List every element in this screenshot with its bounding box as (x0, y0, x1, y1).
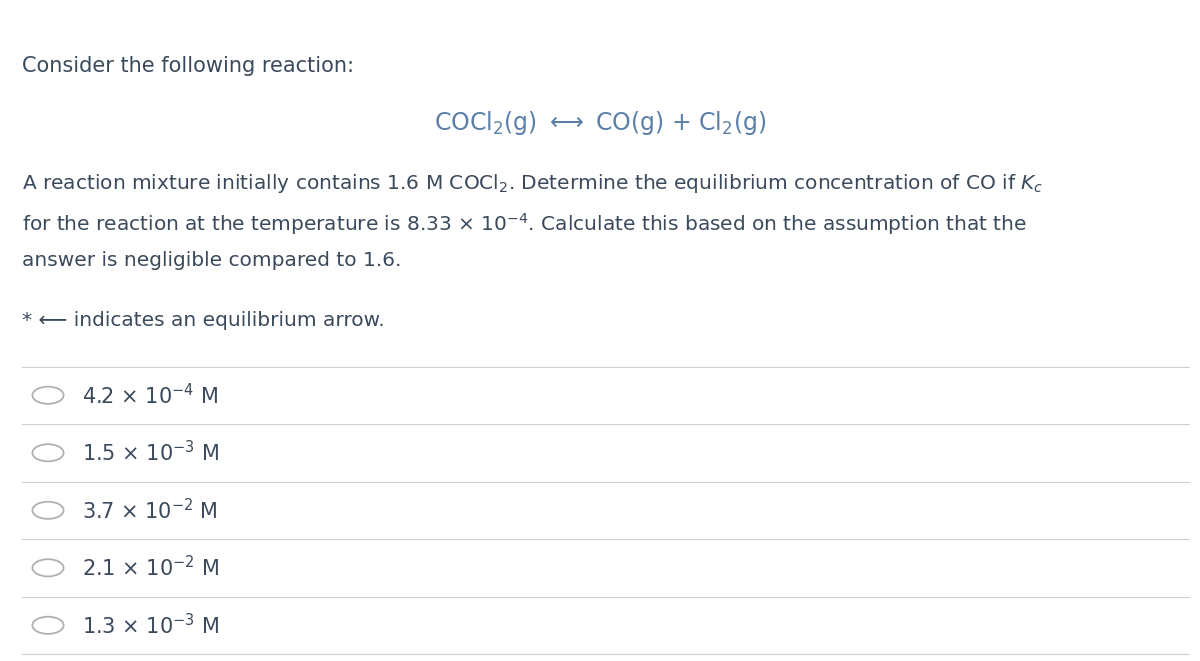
Text: A reaction mixture initially contains 1.6 M COCl$_2$. Determine the equilibrium : A reaction mixture initially contains 1.… (22, 172, 1043, 195)
Text: 4.2 $\times$ 10$^{-4}$ M: 4.2 $\times$ 10$^{-4}$ M (82, 383, 218, 408)
Text: answer is negligible compared to 1.6.: answer is negligible compared to 1.6. (22, 251, 401, 270)
Text: 1.5 $\times$ 10$^{-3}$ M: 1.5 $\times$ 10$^{-3}$ M (82, 440, 218, 465)
Text: * ⟵ indicates an equilibrium arrow.: * ⟵ indicates an equilibrium arrow. (22, 311, 384, 330)
Text: 2.1 $\times$ 10$^{-2}$ M: 2.1 $\times$ 10$^{-2}$ M (82, 555, 218, 580)
Text: 1.3 $\times$ 10$^{-3}$ M: 1.3 $\times$ 10$^{-3}$ M (82, 613, 218, 638)
Text: COCl$_2$(g) $\longleftrightarrow$ CO(g) + Cl$_2$(g): COCl$_2$(g) $\longleftrightarrow$ CO(g) … (434, 109, 766, 137)
Text: 3.7 $\times$ 10$^{-2}$ M: 3.7 $\times$ 10$^{-2}$ M (82, 498, 217, 523)
Text: Consider the following reaction:: Consider the following reaction: (22, 56, 354, 76)
Text: for the reaction at the temperature is 8.33 $\times$ 10$^{-4}$. Calculate this b: for the reaction at the temperature is 8… (22, 212, 1026, 237)
